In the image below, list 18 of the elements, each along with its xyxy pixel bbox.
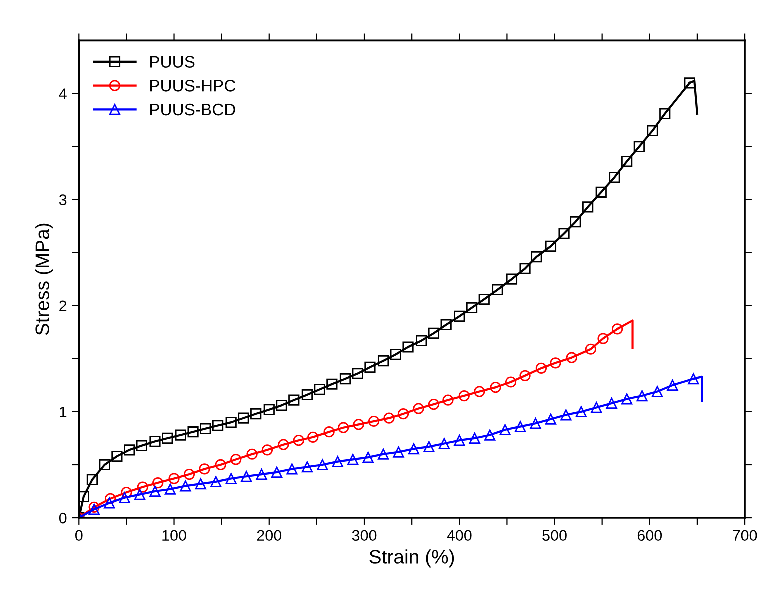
y-tick-label: 1 — [60, 406, 67, 418]
x-tick-label: 300 — [352, 530, 377, 542]
y-axis-title: Stress (MPa) — [35, 224, 54, 336]
x-axis-title: Strain (%) — [370, 550, 454, 568]
x-tick-label: 100 — [162, 530, 186, 542]
x-tick-label: 500 — [542, 530, 567, 542]
y-tick-label: 0 — [59, 512, 67, 524]
x-tick-label: 600 — [638, 530, 662, 542]
legend-label: PUUS-HPC — [150, 80, 236, 92]
x-tick-label: 0 — [75, 530, 83, 542]
y-tick-label: 3 — [59, 194, 67, 206]
legend-label: PUUS — [150, 56, 195, 68]
x-tick-label: 400 — [447, 530, 472, 542]
x-tick-label: 700 — [733, 530, 758, 542]
x-tick-label: 200 — [257, 530, 282, 542]
y-tick-label: 4 — [59, 88, 67, 100]
legend-label: PUUS-BCD — [150, 104, 236, 116]
y-tick-label: 2 — [60, 300, 67, 312]
